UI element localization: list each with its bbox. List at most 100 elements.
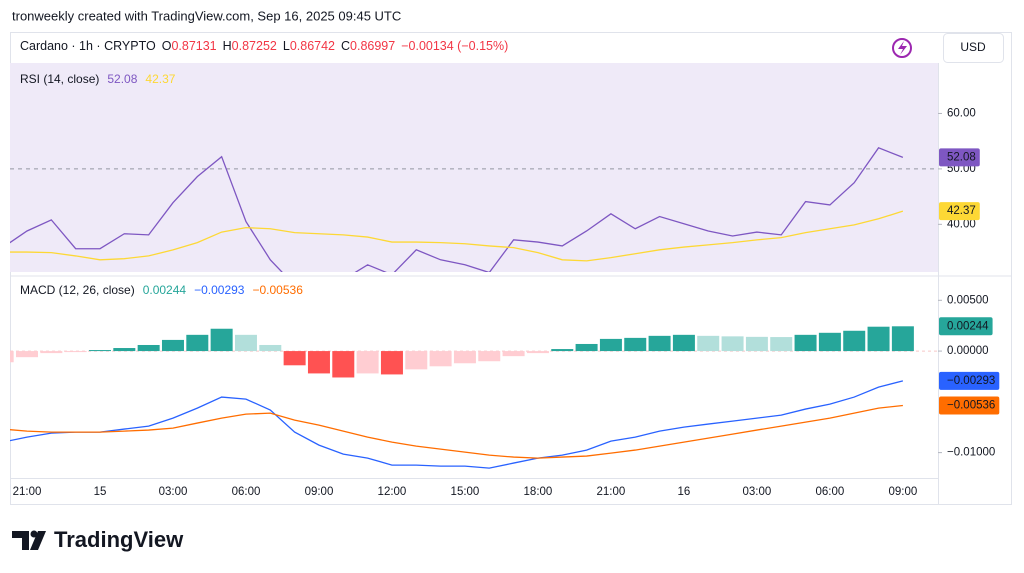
- histogram-bar: [843, 330, 866, 352]
- histogram-bar: [745, 336, 768, 352]
- legend-value: 0.00244: [143, 283, 187, 297]
- plot-area: [10, 147, 938, 272]
- x-tick-label: 15:00: [451, 486, 480, 498]
- snapshot-title: tronweekly created with TradingView.com,…: [12, 8, 401, 23]
- plot-area: [10, 326, 938, 469]
- price-tag: [939, 317, 993, 336]
- x-tick-label: 21:00: [597, 486, 626, 498]
- ohlc-value: 0.87252: [232, 39, 277, 53]
- histogram-bar: [697, 335, 720, 352]
- histogram-bar: [575, 343, 598, 352]
- histogram-bar: [380, 351, 403, 375]
- histogram-bar: [40, 351, 63, 354]
- histogram-bar: [64, 351, 87, 353]
- pane-title: MACD (12, 26, close): [20, 283, 135, 297]
- histogram-bar: [161, 339, 184, 352]
- x-tick-label: 12:00: [378, 486, 407, 498]
- x-tick-label: 18:00: [524, 486, 553, 498]
- histogram-bar: [186, 334, 209, 352]
- histogram-bar: [210, 328, 233, 352]
- y-tick-label: −0.01000: [947, 447, 995, 459]
- price-tag-label: 52.08: [947, 151, 976, 163]
- tradingview-logo: TradingView: [12, 527, 184, 552]
- histogram-bar: [794, 334, 817, 352]
- ohlc-key: O: [162, 39, 172, 53]
- histogram-bar: [526, 351, 549, 354]
- symbol: Cardano · 1h · CRYPTO: [20, 39, 156, 53]
- price-tag: [939, 371, 1000, 390]
- x-tick-label: 15: [94, 486, 107, 498]
- price-tag-label: 42.37: [947, 205, 976, 217]
- x-tick-label: 21:00: [13, 486, 42, 498]
- price-tag-label: 0.00244: [947, 320, 989, 332]
- histogram-bar: [405, 351, 428, 370]
- histogram-bar: [332, 351, 355, 378]
- histogram-bar: [307, 351, 330, 374]
- histogram-bar: [721, 336, 744, 352]
- pane-legend: MACD (12, 26, close) 0.00244 −0.00293 −0.00…: [20, 283, 303, 297]
- x-tick-label: 09:00: [888, 486, 917, 498]
- logo-dot: [30, 530, 38, 538]
- legend-value: 42.37: [145, 72, 175, 86]
- histogram-bar: [770, 337, 793, 352]
- x-tick-label: 09:00: [305, 486, 334, 498]
- histogram-bar: [599, 338, 622, 352]
- price-tag: [939, 148, 980, 167]
- series-line: [10, 147, 904, 272]
- histogram-bar: [891, 326, 914, 352]
- histogram-bar: [672, 334, 695, 352]
- y-tick-label: 40.00: [947, 218, 976, 230]
- histogram-bar: [16, 351, 38, 358]
- histogram-bar: [502, 351, 525, 357]
- x-tick-label: 03:00: [159, 486, 188, 498]
- currency-button[interactable]: [943, 33, 1004, 63]
- legend-value: 52.08: [107, 72, 137, 86]
- price-tag-label: −0.00536: [947, 400, 995, 412]
- x-tick-label: 16: [678, 486, 691, 498]
- price-tag: [939, 202, 980, 221]
- histogram-bar: [356, 351, 379, 374]
- histogram-bar: [478, 351, 501, 362]
- histogram-bar: [867, 326, 890, 352]
- logo-slash: [30, 531, 46, 550]
- currency-label: USD: [960, 40, 986, 54]
- y-tick-label: 60.00: [947, 107, 976, 119]
- histogram-bar: [429, 351, 452, 367]
- histogram-bar: [234, 334, 257, 352]
- rsi-background: [10, 63, 938, 272]
- histogram-bar: [113, 348, 136, 352]
- histogram-bar: [818, 332, 841, 352]
- price-tag: [939, 396, 1000, 415]
- legend-value: −0.00536: [252, 283, 303, 297]
- histogram-bar: [624, 337, 647, 352]
- histogram-bar: [648, 335, 671, 352]
- x-tick-label: 03:00: [743, 486, 772, 498]
- series-line: [10, 380, 904, 469]
- series-line: [10, 404, 903, 459]
- logo-mark: [12, 531, 29, 550]
- ohlc-key: L: [283, 39, 290, 53]
- histogram-bar: [10, 351, 14, 363]
- ohlc-value: 0.87131: [171, 39, 216, 53]
- alert-icon[interactable]: [892, 38, 912, 58]
- ohlc-key: H: [223, 39, 232, 53]
- legend-value: −0.00293: [194, 283, 245, 297]
- pane: −0.01000 0.00000 0.00500 MACD (12, 26, clos…: [10, 283, 1000, 498]
- logo-text: TradingView: [54, 527, 184, 552]
- histogram-bar: [137, 344, 160, 352]
- x-tick-label: 06:00: [815, 486, 844, 498]
- pane-legend: RSI (14, close) 52.08 42.37: [20, 72, 176, 86]
- symbol-line: Cardano · 1h · CRYPTO O0.87131 H0.87252 L 0.…: [20, 39, 508, 53]
- price-change: −0.00134 (−0.15%): [401, 39, 508, 53]
- alert-bolt: [898, 41, 907, 55]
- ohlc-value: 0.86997: [350, 39, 395, 53]
- histogram-bar: [259, 344, 282, 352]
- histogram-bar: [453, 351, 476, 364]
- histogram-bar: [551, 349, 574, 352]
- y-tick-label: 0.00500: [947, 294, 989, 306]
- series-line: [10, 210, 904, 262]
- histogram-bar: [283, 351, 306, 366]
- pane-title: RSI (14, close): [20, 72, 99, 86]
